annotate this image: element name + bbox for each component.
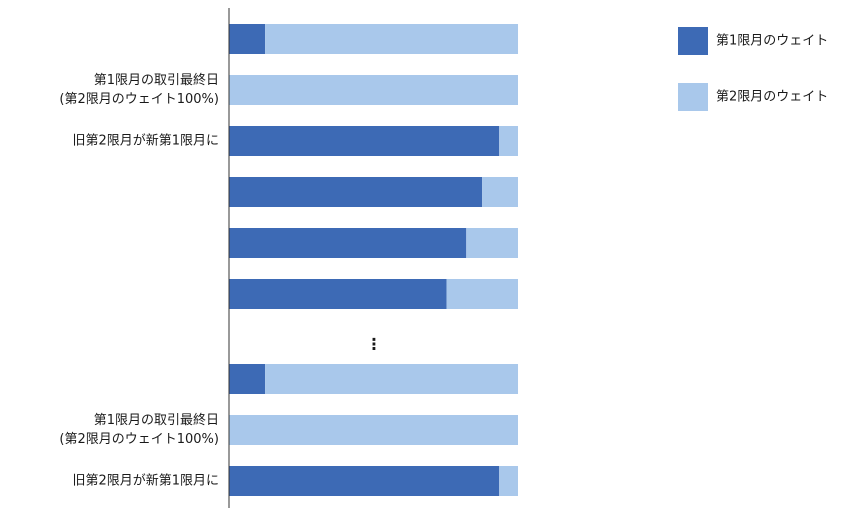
- category-label-row8-line1: 第1限月の取引最終日: [94, 412, 219, 428]
- category-label-row8-line2: (第2限月のウェイト100%): [59, 432, 219, 447]
- bar-row7-series2: [265, 364, 519, 394]
- bar-row7-series1: [229, 364, 266, 394]
- bar-row1-series2: [265, 24, 519, 54]
- bar-row3-series2: [499, 126, 518, 156]
- bar-row8-series2: [229, 415, 518, 445]
- bar-row6-series2: [446, 279, 518, 309]
- bar-row5-series1: [229, 228, 467, 258]
- legend-label-series1: 第1限月のウェイト: [716, 34, 828, 49]
- category-label-row2-line1: 第1限月の取引最終日: [94, 72, 219, 88]
- legend-swatch-series1: [678, 27, 708, 55]
- category-label-row9-line1: 旧第2限月が新第1限月に: [72, 473, 219, 489]
- category-label-row3-line1: 旧第2限月が新第1限月に: [72, 133, 219, 149]
- bar-row5-series2: [466, 228, 518, 258]
- bar-row9-series1: [229, 466, 500, 496]
- bar-row9-series2: [499, 466, 518, 496]
- bars-group: [229, 24, 519, 496]
- legend-label-series2: 第2限月のウェイト: [716, 90, 828, 105]
- category-label-row2-line2: (第2限月のウェイト100%): [59, 92, 219, 107]
- ellipsis-marker: ⋮: [366, 335, 382, 354]
- category-labels-group: 第1限月の取引最終日(第2限月のウェイト100%)旧第2限月が新第1限月に第1限…: [59, 72, 219, 489]
- bar-row2-series2: [229, 75, 518, 105]
- bar-row6-series1: [229, 279, 447, 309]
- bar-row1-series1: [229, 24, 266, 54]
- bar-row4-series1: [229, 177, 483, 207]
- bar-row3-series1: [229, 126, 500, 156]
- legend-swatch-series2: [678, 83, 708, 111]
- bar-row4-series2: [482, 177, 518, 207]
